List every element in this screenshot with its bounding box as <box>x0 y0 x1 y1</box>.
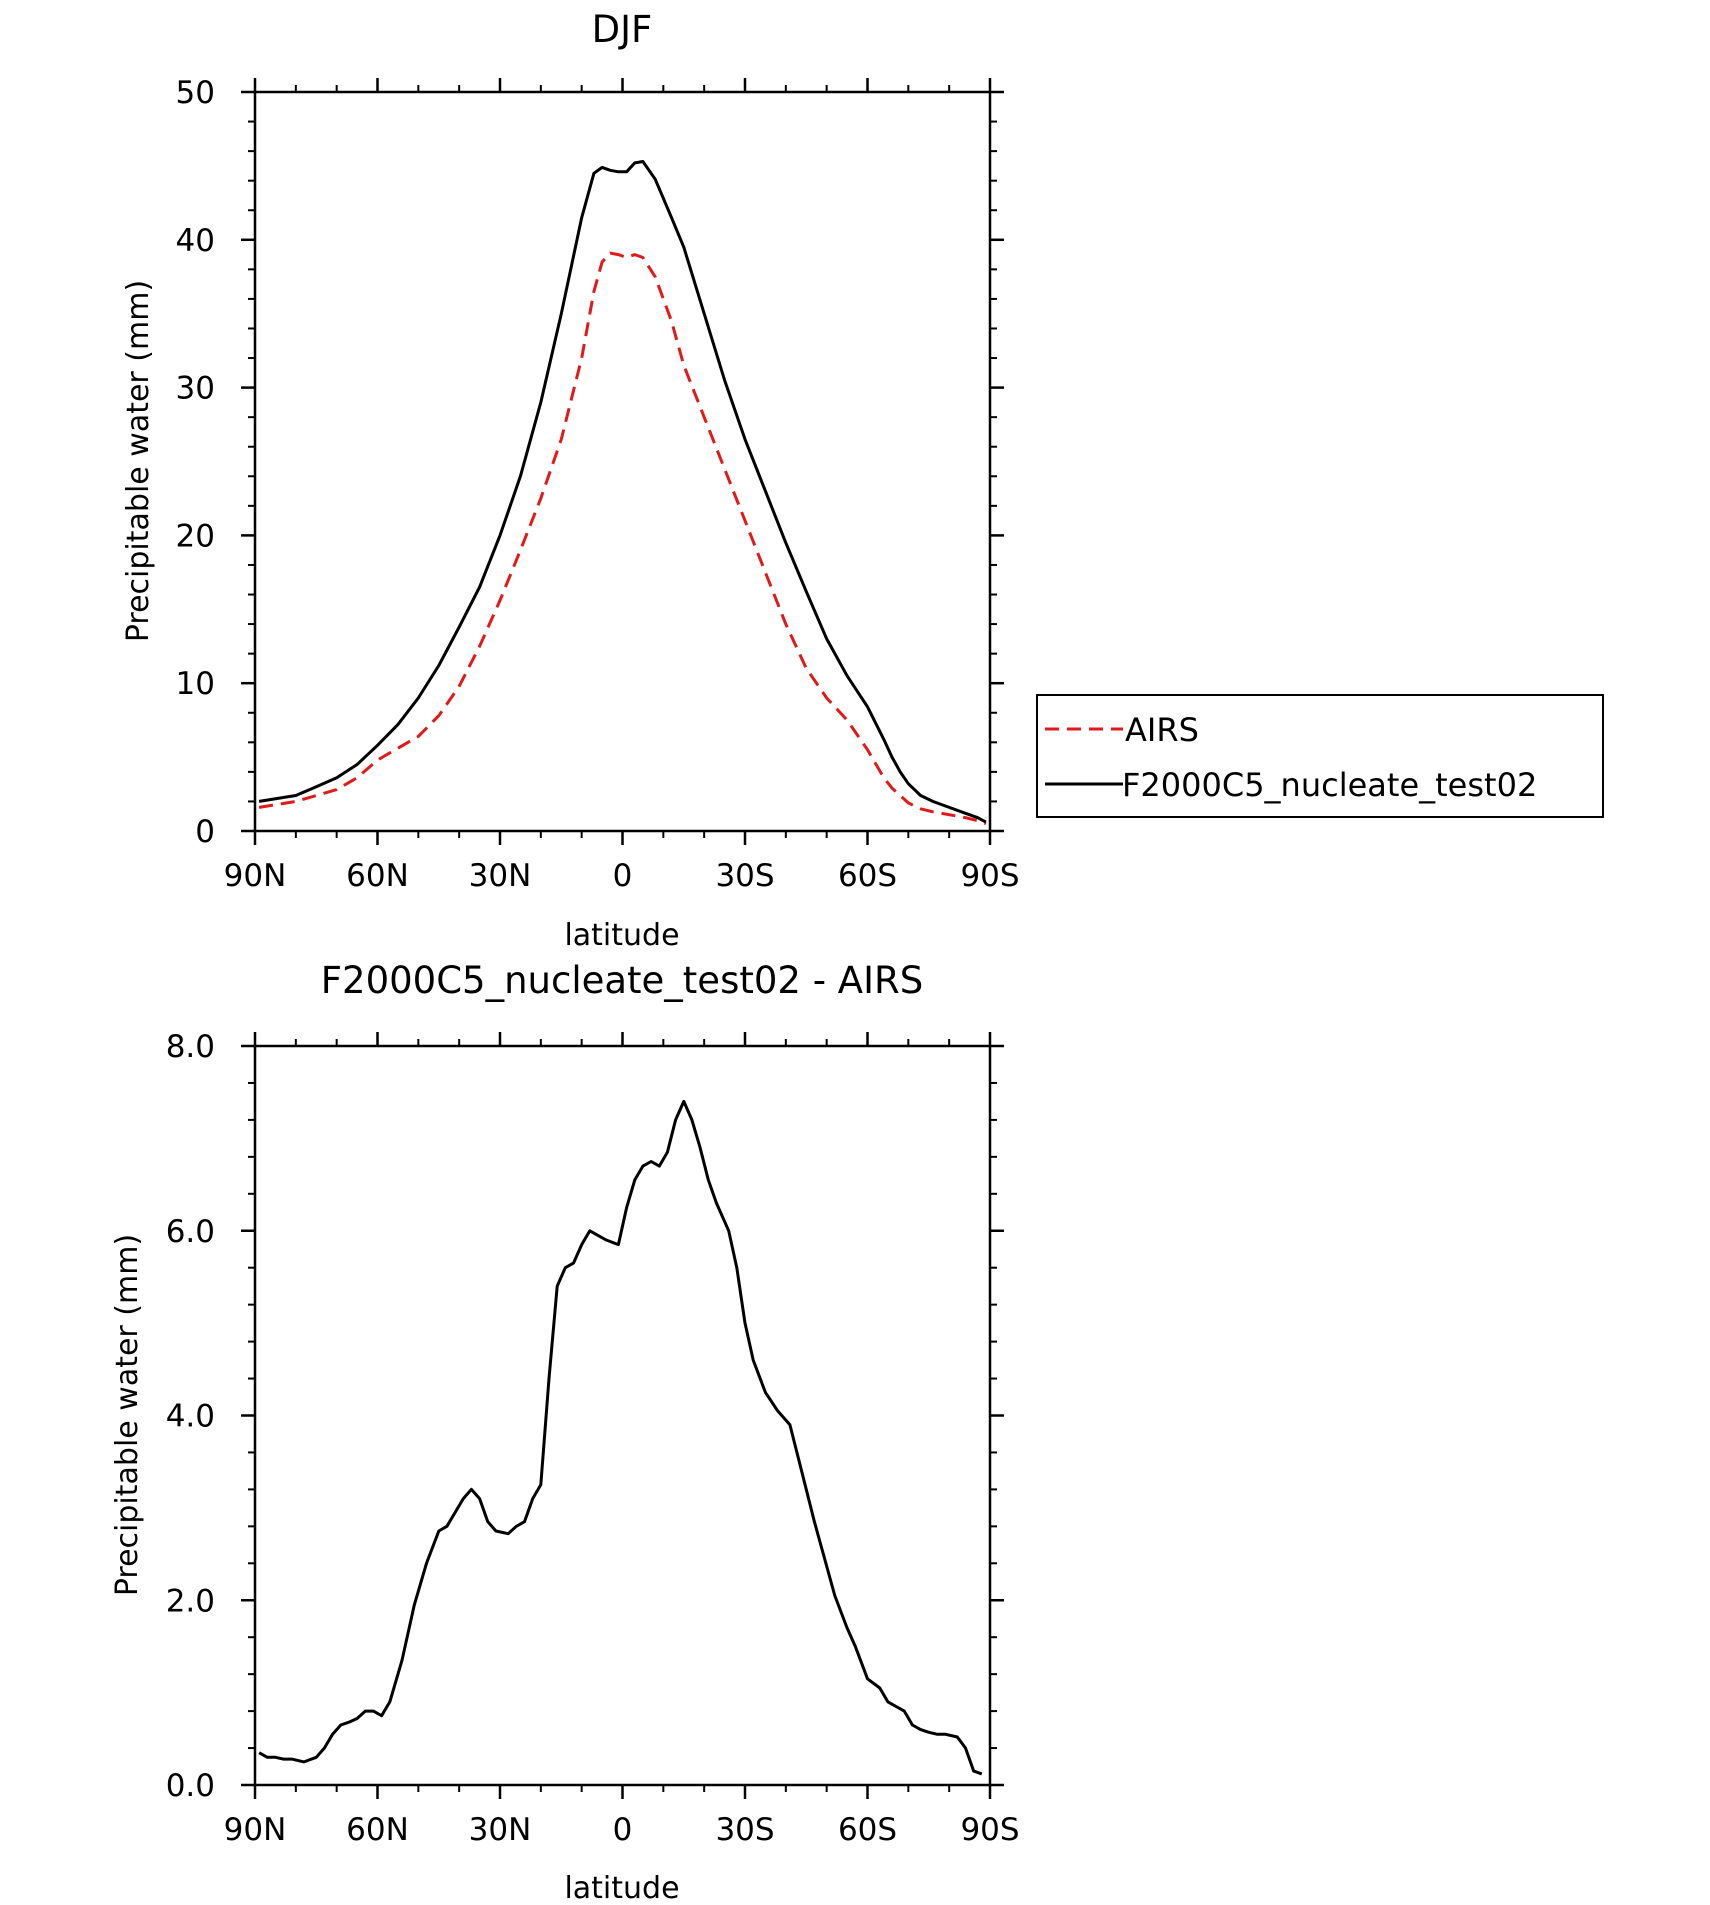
x-tick-label: 60S <box>838 858 897 894</box>
y-tick-label: 6.0 <box>166 1214 215 1250</box>
x-tick-label: 90N <box>224 858 287 894</box>
legend-label-model: F2000C5_nucleate_test02 <box>1122 766 1537 804</box>
x-tick-label: 90S <box>960 1812 1019 1848</box>
y-tick-label: 0 <box>195 814 215 850</box>
legend: AIRS F2000C5_nucleate_test02 <box>1036 694 1604 818</box>
y-axis-label: Precipitable water (mm) <box>121 280 156 642</box>
x-tick-label: 30S <box>715 858 774 894</box>
x-tick-label: 90N <box>224 1812 287 1848</box>
chart-title: DJF <box>592 8 653 51</box>
y-tick-label: 50 <box>176 75 215 111</box>
series-line-model <box>258 160 987 824</box>
x-axis-label: latitude <box>564 1871 679 1905</box>
legend-label-airs: AIRS <box>1125 711 1199 749</box>
legend-box <box>1036 694 1604 818</box>
x-tick-label: 0 <box>613 1812 633 1848</box>
y-tick-label: 0.0 <box>166 1768 215 1804</box>
y-tick-label: 2.0 <box>166 1583 215 1619</box>
x-tick-label: 60N <box>346 1812 409 1848</box>
x-tick-label: 90S <box>960 858 1019 894</box>
y-tick-label: 30 <box>176 371 215 407</box>
y-axis-label: Precipitable water (mm) <box>110 1234 145 1596</box>
x-tick-label: 60N <box>346 858 409 894</box>
series-line-airs <box>258 251 987 826</box>
x-tick-label: 30N <box>469 858 532 894</box>
x-axis-label: latitude <box>564 918 679 953</box>
x-tick-label: 30N <box>469 1812 532 1848</box>
y-tick-label: 10 <box>176 666 215 702</box>
y-tick-label: 8.0 <box>166 1029 215 1065</box>
bottom-chart: F2000C5_nucleate_test02 - AIRS 90N 60N 30N… <box>110 959 1020 1905</box>
y-tick-label: 4.0 <box>166 1399 215 1435</box>
x-tick-label: 60S <box>838 1812 897 1848</box>
series-line-model <box>258 1099 983 1776</box>
x-tick-label: 0 <box>613 858 633 894</box>
top-chart: DJF 90N 60N 30N 0 30S 60S 90S 0 10 20 30 40 50 latit… <box>121 8 1604 953</box>
chart-title: F2000C5_nucleate_test02 - AIRS <box>321 959 923 1002</box>
y-tick-label: 20 <box>176 518 215 554</box>
y-tick-label: 40 <box>176 223 215 259</box>
x-tick-label: 30S <box>715 1812 774 1848</box>
